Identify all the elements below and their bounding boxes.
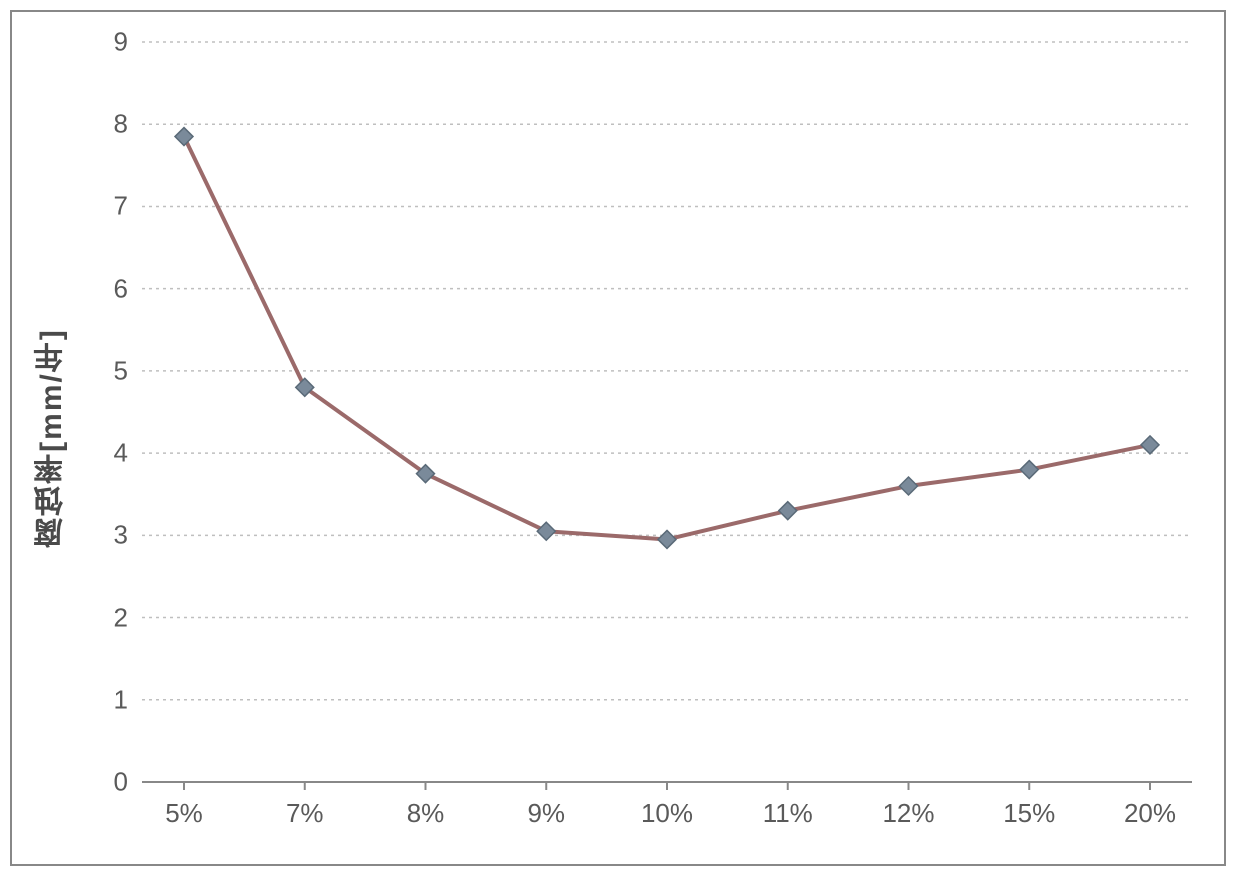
y-tick-label: 6 — [114, 273, 128, 304]
chart-frame: 腐蚀率[mm/年] 01234567895%7%8%9%10%11%12%15%… — [10, 10, 1226, 866]
x-tick-label: 20% — [1124, 798, 1176, 829]
x-tick-label: 5% — [165, 798, 203, 829]
y-tick-label: 0 — [114, 767, 128, 798]
chart-svg — [142, 42, 1192, 782]
y-tick-label: 8 — [114, 109, 128, 140]
x-tick-label: 8% — [407, 798, 445, 829]
y-tick-label: 7 — [114, 191, 128, 222]
y-tick-label: 9 — [114, 27, 128, 58]
x-tick-label: 11% — [763, 798, 813, 829]
y-tick-label: 1 — [114, 684, 128, 715]
y-axis-label: 腐蚀率[mm/年] — [30, 328, 74, 548]
chart-container: 腐蚀率[mm/年] 01234567895%7%8%9%10%11%12%15%… — [12, 12, 1224, 864]
y-tick-label: 2 — [114, 602, 128, 633]
x-tick-label: 15% — [1003, 798, 1055, 829]
x-tick-label: 9% — [527, 798, 565, 829]
y-tick-label: 4 — [114, 438, 128, 469]
y-tick-label: 3 — [114, 520, 128, 551]
x-tick-label: 12% — [882, 798, 934, 829]
x-tick-label: 10% — [641, 798, 693, 829]
plot-area: 01234567895%7%8%9%10%11%12%15%20% — [142, 42, 1192, 782]
x-tick-label: 7% — [286, 798, 324, 829]
y-tick-label: 5 — [114, 355, 128, 386]
